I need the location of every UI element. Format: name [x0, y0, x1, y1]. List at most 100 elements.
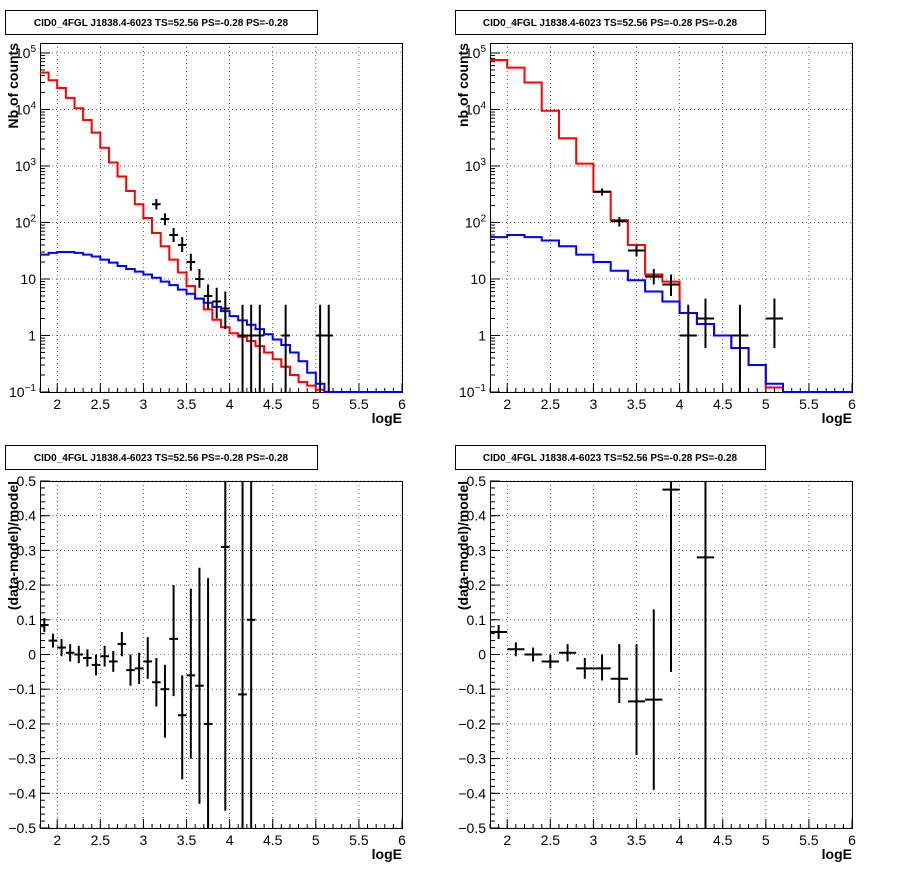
data-point: [593, 654, 611, 681]
y-tick-label: 104: [15, 100, 37, 117]
data-point: [40, 618, 49, 632]
data-point: [169, 227, 178, 243]
data-point: [541, 654, 559, 669]
data-point: [74, 645, 84, 664]
data-point: [238, 481, 247, 828]
x-tick-label: 5: [312, 832, 320, 848]
data-point: [160, 664, 170, 738]
x-tick-label: 3: [140, 832, 148, 848]
x-tick-label: 3.5: [177, 832, 197, 848]
data-points: [152, 199, 334, 392]
y-axis-label: (data-model)/model: [455, 481, 471, 610]
data-point: [324, 304, 334, 392]
data-point: [221, 291, 230, 330]
data-point: [679, 304, 697, 392]
data-point: [610, 216, 628, 227]
data-point: [490, 625, 508, 639]
data-point: [645, 609, 663, 790]
data-point: [203, 284, 213, 309]
x-axis-label: logE: [372, 846, 402, 862]
data-point: [627, 244, 646, 257]
data-point: [65, 644, 75, 662]
y-tick-label: 0.3: [467, 542, 487, 558]
x-tick-label: 4: [226, 832, 234, 848]
data-point: [576, 657, 594, 679]
data-point: [281, 304, 290, 392]
data-point: [57, 638, 66, 657]
x-axis-label: logE: [372, 410, 402, 426]
histogram-series-2: [40, 251, 402, 393]
x-tick-label: 4.5: [263, 832, 283, 848]
data-point: [627, 644, 646, 756]
chart-title: CID0_4FGL J1838.4-6023 TS=52.56 PS=-0.28…: [483, 453, 738, 464]
y-tick-label: −0.5: [8, 820, 36, 836]
chart-title-box: CID0_4FGL J1838.4-6023 TS=52.56 PS=-0.28…: [455, 10, 766, 35]
chart-panel-4: CID0_4FGL J1838.4-6023 TS=52.56 PS=-0.28…: [455, 445, 856, 862]
data-point: [255, 304, 265, 392]
data-point: [731, 304, 749, 392]
data-point: [195, 567, 204, 804]
plot-area: [40, 43, 403, 393]
data-point: [152, 657, 161, 707]
title-frame: [5, 445, 318, 470]
x-tick-label: 3: [590, 396, 598, 412]
data-point: [221, 481, 230, 811]
x-tick-label: 3: [590, 832, 598, 848]
plot-area: [40, 481, 403, 829]
y-tick-label: 0.2: [467, 577, 487, 593]
data-point: [83, 649, 92, 667]
x-tick-label: 5.5: [799, 832, 819, 848]
y-tick-label: 10−1: [9, 383, 36, 400]
chart-panel-1: CID0_4FGL J1838.4-6023 TS=52.56 PS=-0.28…: [5, 10, 406, 426]
y-tick-label: 1: [28, 327, 36, 343]
y-tick-label: 0.2: [17, 577, 37, 593]
x-tick-label: 6: [398, 832, 406, 848]
data-point: [134, 652, 144, 684]
y-tick-label: −0.5: [458, 820, 486, 836]
data-point: [507, 642, 525, 657]
data-point: [177, 675, 187, 780]
x-axis-label: logE: [822, 846, 852, 862]
histogram-series-2: [490, 234, 852, 393]
y-tick-label: 0: [478, 647, 486, 663]
data-point: [100, 645, 109, 667]
y-tick-label: 10−1: [459, 383, 486, 400]
data-point: [48, 633, 58, 648]
data-point: [186, 253, 196, 271]
y-axis-label: Nb of counts: [5, 43, 21, 129]
y-tick-label: 103: [465, 157, 487, 174]
data-point: [246, 481, 256, 828]
data-point: [126, 654, 135, 686]
x-tick-label: 2.5: [91, 396, 111, 412]
y-axis-label: (data-model)/model: [5, 481, 21, 610]
data-point: [246, 304, 256, 392]
data-point: [662, 274, 680, 296]
x-tick-label: 5.5: [349, 832, 369, 848]
y-tick-label: 0: [28, 647, 36, 663]
y-tick-label: 0.4: [467, 508, 487, 524]
x-tick-label: 3.5: [177, 396, 197, 412]
y-tick-label: 104: [465, 100, 487, 117]
data-points: [490, 481, 715, 828]
y-tick-label: 105: [15, 44, 37, 61]
y-tick-label: −0.2: [8, 716, 36, 732]
x-tick-label: 3.5: [627, 396, 647, 412]
y-tick-label: −0.3: [458, 751, 486, 767]
x-tick-label: 2.5: [541, 396, 561, 412]
chart-title-box: CID0_4FGL J1838.4-6023 TS=52.56 PS=-0.28…: [455, 445, 766, 470]
data-point: [696, 298, 715, 349]
x-tick-label: 5: [762, 832, 770, 848]
x-tick-label: 2.5: [91, 832, 111, 848]
x-tick-label: 4.5: [713, 832, 733, 848]
y-tick-label: 102: [465, 213, 487, 230]
data-point: [203, 578, 213, 828]
x-tick-label: 4: [676, 832, 684, 848]
y-tick-label: 103: [15, 157, 37, 174]
x-tick-label: 6: [848, 832, 856, 848]
y-tick-label: −0.4: [8, 785, 36, 801]
x-axis-label: logE: [822, 410, 852, 426]
y-tick-label: 0.5: [467, 473, 487, 489]
